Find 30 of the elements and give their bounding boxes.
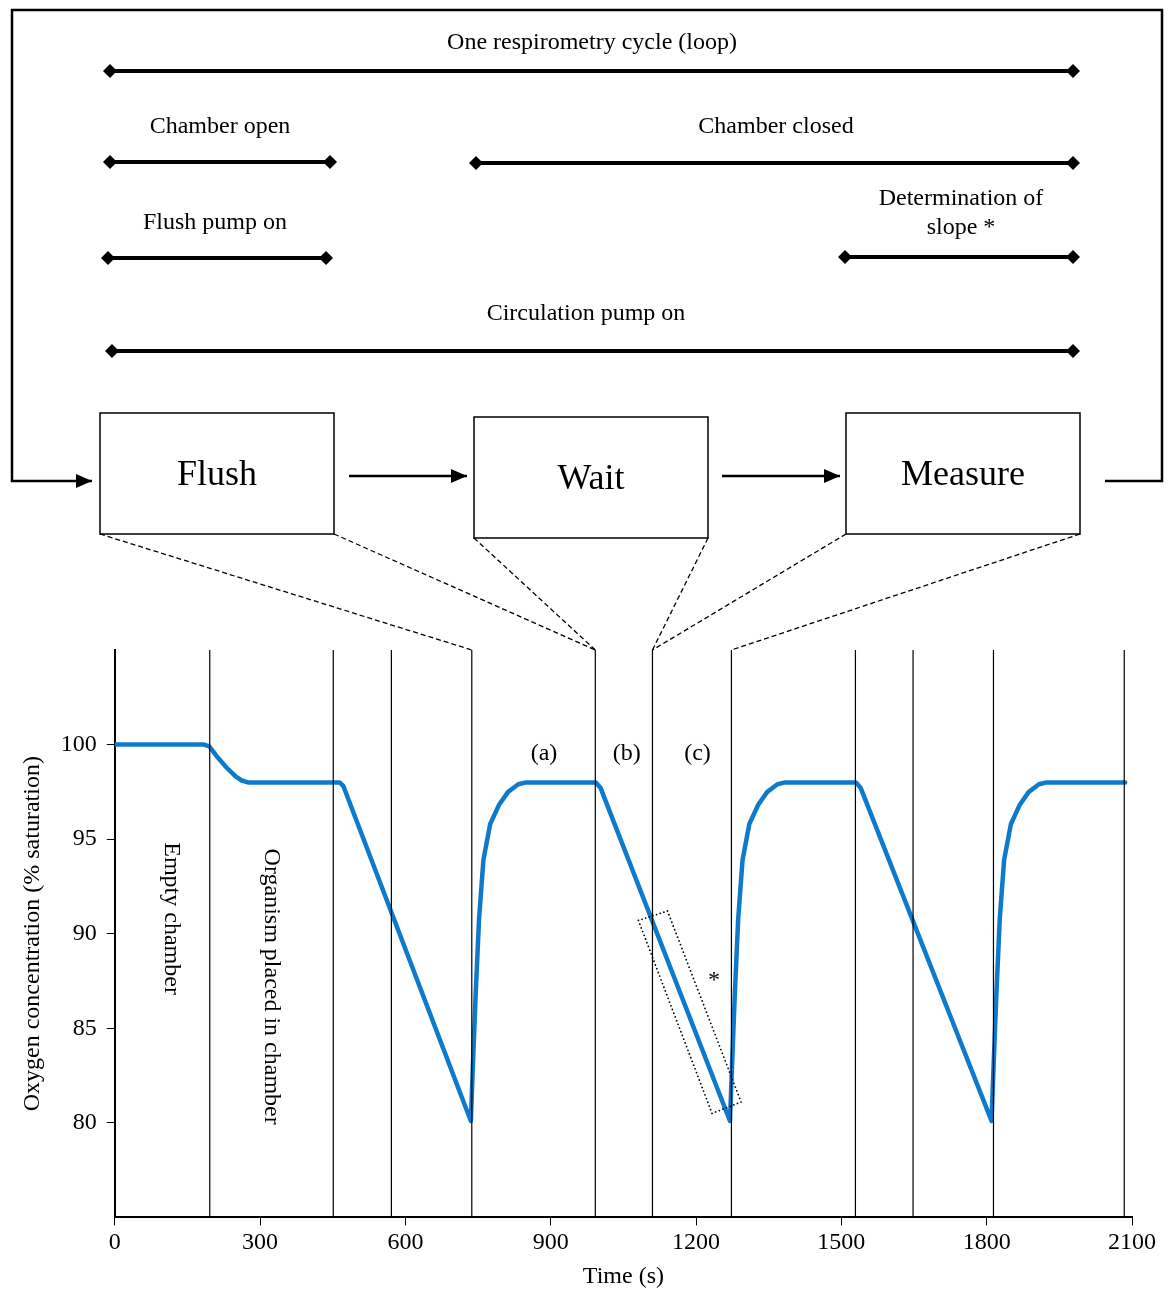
annotation: * — [707, 966, 720, 993]
annotation: (a) — [530, 739, 558, 766]
text: Measure — [900, 451, 1026, 495]
annotation: Organism placed in chamber — [260, 848, 287, 1125]
x-tick-label: 300 — [242, 1228, 279, 1255]
y-tick-label: 100 — [60, 729, 97, 756]
y-tick-label: 80 — [72, 1108, 97, 1135]
x-tick-label: 1800 — [962, 1228, 1011, 1255]
y-axis-title: Oxygen concentration (% saturation) — [17, 756, 44, 1112]
x-axis-title: Time (s) — [582, 1261, 664, 1288]
x-tick-label: 2100 — [1108, 1228, 1156, 1255]
text: One respirometry cycle (loop) — [446, 27, 738, 56]
x-tick-label: 1500 — [817, 1228, 866, 1255]
text: Chamber open — [148, 111, 292, 140]
text: Chamber closed — [697, 111, 855, 140]
text: Circulation pump on — [485, 298, 687, 327]
x-tick-label: 600 — [387, 1228, 424, 1255]
x-tick-label: 900 — [532, 1228, 569, 1255]
x-tick-label: 0 — [108, 1228, 121, 1255]
y-tick-label: 90 — [72, 919, 97, 945]
text: Flush — [175, 451, 258, 495]
text: Flush pump on — [142, 207, 288, 236]
text: Determination of slope * — [877, 183, 1045, 241]
annotation: Empty chamber — [159, 842, 186, 995]
y-tick-label: 85 — [72, 1013, 97, 1040]
text: Wait — [556, 455, 626, 499]
x-tick-label: 1200 — [672, 1228, 721, 1255]
y-tick-label: 95 — [72, 824, 97, 851]
annotation: (c) — [684, 739, 711, 766]
annotation: (b) — [612, 739, 641, 766]
